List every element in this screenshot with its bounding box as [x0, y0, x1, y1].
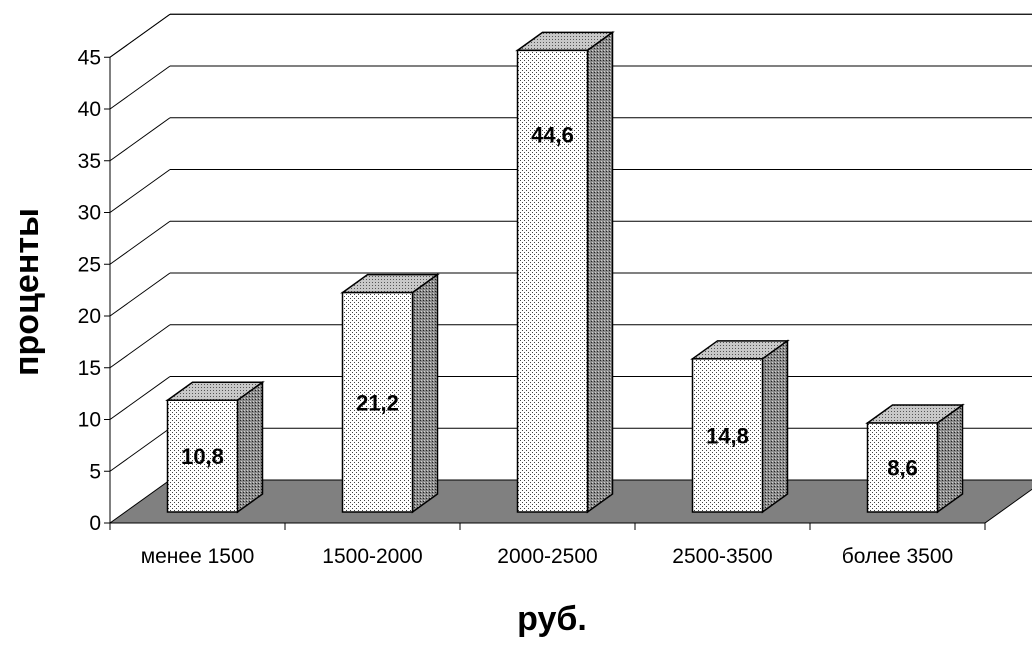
wall-diagonal-line [109, 169, 171, 213]
wall-diagonal-line [109, 272, 171, 317]
bar-side-face [936, 403, 964, 514]
y-tick-label: 0 [89, 512, 101, 535]
bar [865, 403, 965, 514]
y-tick-label: 5 [89, 460, 101, 483]
y-tick-label: 30 [78, 202, 101, 225]
x-tick-label: 1500-2000 [322, 545, 422, 568]
bar-side-face [761, 339, 789, 514]
y-tick-label: 25 [78, 253, 101, 276]
bar [165, 380, 265, 514]
data-label: 8,6 [887, 455, 918, 480]
bar-side-face [411, 273, 439, 514]
x-axis-label: руб. [517, 600, 587, 638]
bar-front-face [341, 291, 414, 513]
data-label: 10,8 [181, 444, 224, 469]
x-tick-label: 2000-2500 [497, 545, 597, 568]
wall-diagonal-line [109, 220, 171, 265]
y-tick-label: 35 [78, 150, 101, 173]
bar-front-face [166, 399, 239, 513]
y-tick-label: 40 [78, 98, 101, 121]
wall-diagonal-line [109, 324, 171, 369]
bar-side-face [586, 30, 614, 514]
x-tick-label: менее 1500 [141, 545, 255, 568]
y-tick-label: 10 [78, 409, 101, 432]
wall-diagonal-line [109, 13, 171, 58]
y-axis-label: проценты [8, 208, 46, 376]
wall-diagonal-line [109, 427, 171, 472]
y-tick-label: 45 [78, 46, 101, 69]
wall-diagonal-line [109, 117, 171, 162]
wall-diagonal-line [109, 376, 171, 420]
data-label: 21,2 [356, 390, 399, 415]
y-tick-label: 20 [78, 305, 101, 328]
wall-diagonal-line [109, 65, 171, 110]
bar [340, 273, 440, 514]
data-label: 44,6 [531, 122, 574, 147]
y-tick-label: 15 [78, 357, 101, 380]
data-label: 14,8 [706, 423, 749, 448]
bar-front-face [866, 422, 939, 513]
bar-front-face [516, 49, 589, 513]
x-tick-label: более 3500 [842, 545, 953, 568]
bar [515, 30, 615, 514]
x-tick-label: 2500-3500 [672, 545, 772, 568]
bar-side-face [236, 380, 264, 514]
bar [690, 339, 790, 514]
bar-front-face [691, 358, 764, 513]
